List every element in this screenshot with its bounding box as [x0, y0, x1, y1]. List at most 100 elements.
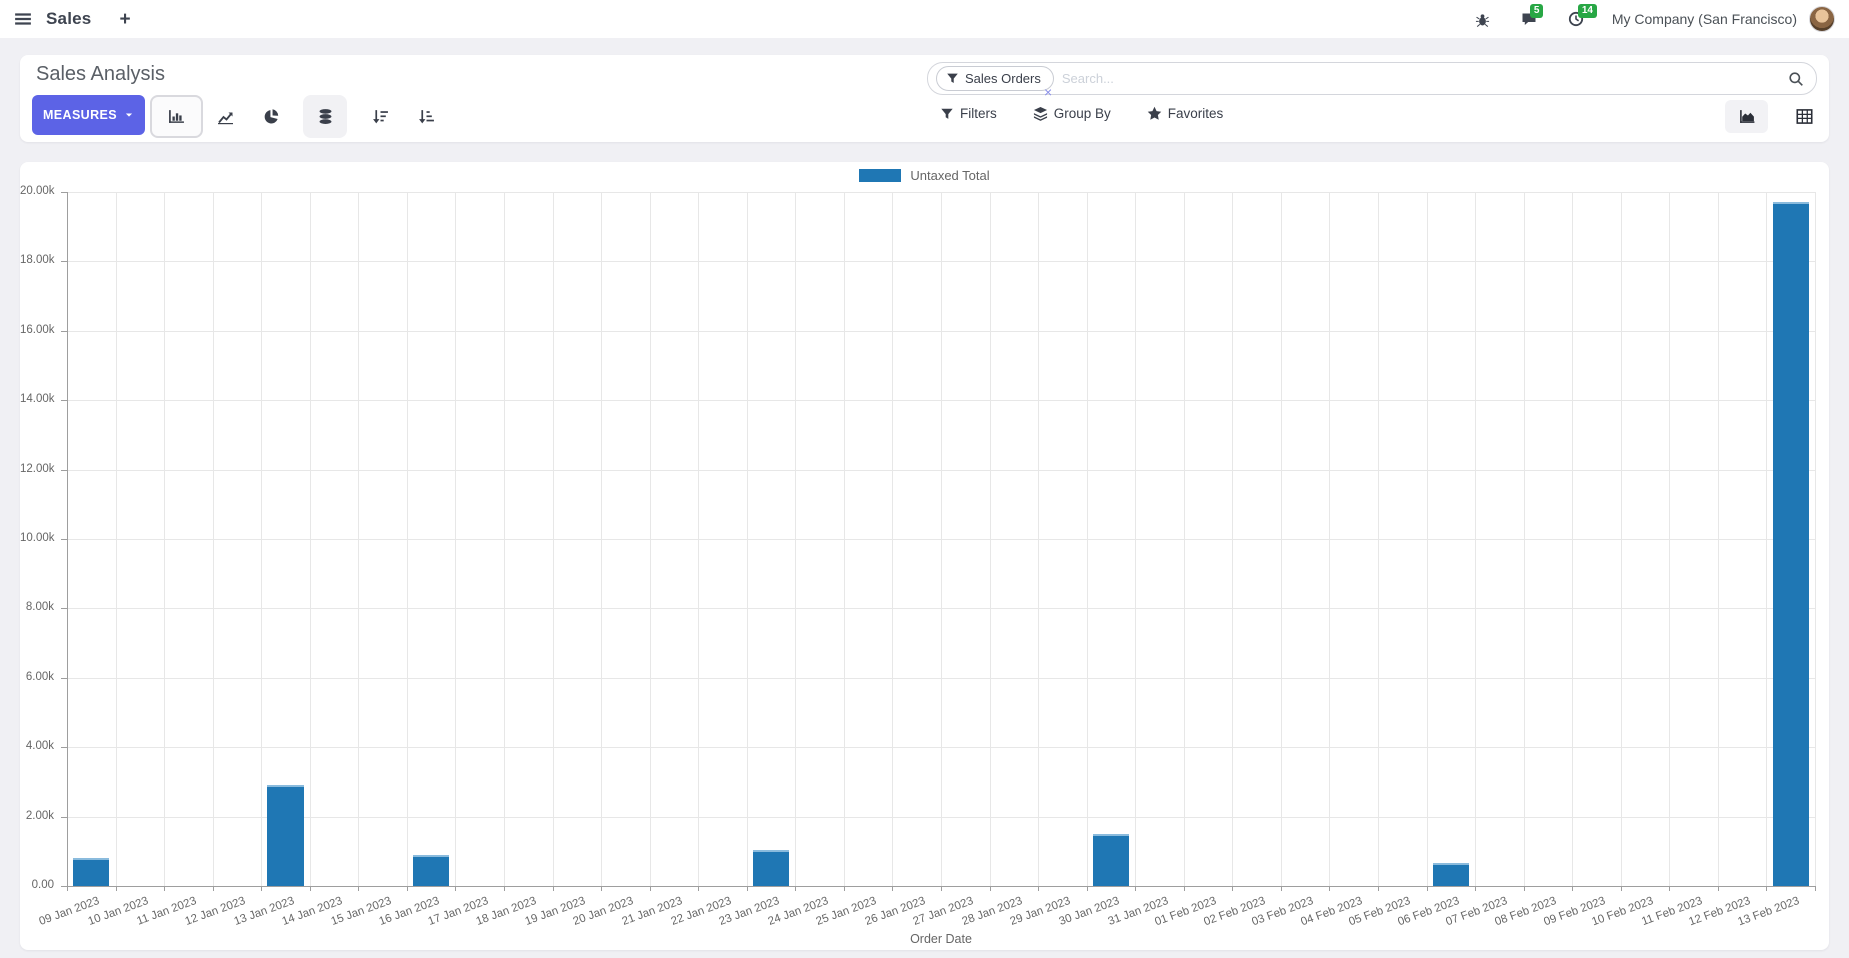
- v-gridline: [892, 192, 894, 886]
- favorites-label: Favorites: [1167, 106, 1224, 121]
- v-gridline: [406, 192, 408, 886]
- x-tick-mark: [504, 886, 505, 891]
- pivot-icon: [1795, 109, 1813, 124]
- bar-chart-button[interactable]: [150, 95, 203, 138]
- y-tick-label: 20.00k: [20, 185, 55, 197]
- messages-icon-wrap[interactable]: 5: [1520, 4, 1544, 27]
- x-tick-mark: [406, 886, 408, 891]
- x-tick-mark: [1329, 886, 1331, 891]
- app-menu-sales[interactable]: Sales: [46, 9, 92, 28]
- activities-badge: 14: [1577, 4, 1597, 18]
- v-gridline: [1426, 192, 1428, 886]
- v-gridline: [115, 192, 117, 886]
- search-facet-sales-orders[interactable]: Sales Orders: [936, 66, 1054, 91]
- v-gridline: [601, 192, 603, 886]
- x-tick-mark: [1717, 886, 1719, 891]
- y-tick-mark: [61, 330, 67, 332]
- v-gridline: [504, 192, 505, 886]
- x-tick-mark: [698, 886, 700, 891]
- menu-icon[interactable]: [14, 10, 32, 28]
- pivot-view-button[interactable]: [1786, 100, 1822, 133]
- search-input[interactable]: [1061, 71, 1788, 86]
- y-tick-label: 0.00: [31, 879, 54, 891]
- stacked-toggle-button[interactable]: [303, 95, 347, 138]
- x-tick-mark: [1135, 886, 1137, 891]
- group-by-button[interactable]: Group By: [1033, 106, 1111, 121]
- bar-30-jan-2023[interactable]: [1092, 833, 1130, 886]
- x-tick-mark: [1669, 886, 1671, 891]
- clock-icon: [1568, 11, 1583, 27]
- pie-chart-button[interactable]: [256, 95, 286, 138]
- line-chart-button[interactable]: [211, 95, 241, 138]
- page-title: Sales Analysis: [36, 63, 165, 85]
- y-tick-label: 14.00k: [20, 393, 55, 406]
- sort-asc-button[interactable]: [411, 95, 441, 138]
- y-tick-label: 4.00k: [25, 740, 54, 753]
- y-tick-mark: [61, 816, 67, 818]
- bar-13-feb-2023[interactable]: [1772, 202, 1809, 886]
- x-tick-mark: [261, 886, 263, 891]
- x-tick-mark: [601, 886, 603, 891]
- company-switcher[interactable]: My Company (San Francisco): [1611, 11, 1797, 27]
- graph-view-button[interactable]: [1725, 100, 1768, 133]
- legend-label: Untaxed Total: [910, 168, 990, 183]
- legend-swatch: [859, 169, 902, 182]
- y-tick-label: 12.00k: [20, 462, 55, 475]
- bar-09-jan-2023[interactable]: [73, 858, 110, 886]
- avatar[interactable]: [1809, 6, 1835, 32]
- x-tick-mark: [115, 886, 117, 891]
- x-tick-mark: [1183, 886, 1185, 891]
- sort-asc-icon: [418, 110, 434, 124]
- v-gridline: [1766, 192, 1768, 886]
- search-bar[interactable]: Sales Orders: [927, 62, 1817, 95]
- v-gridline: [1572, 192, 1574, 886]
- activities-icon-wrap[interactable]: 14: [1568, 4, 1597, 27]
- v-gridline: [455, 192, 457, 886]
- x-tick-mark: [1815, 886, 1816, 891]
- y-tick-mark: [61, 886, 67, 887]
- v-gridline: [552, 192, 554, 886]
- sort-desc-icon: [372, 110, 388, 124]
- bar-23-jan-2023[interactable]: [752, 849, 790, 886]
- bar-13-jan-2023[interactable]: [267, 785, 304, 886]
- filter-icon: [941, 108, 953, 119]
- v-gridline: [1232, 192, 1234, 886]
- search-facet-label: Sales Orders: [965, 71, 1041, 86]
- facet-remove-icon[interactable]: ×: [1044, 84, 1053, 100]
- line-chart-icon: [218, 112, 233, 124]
- star-icon: [1147, 106, 1162, 120]
- group-by-label: Group By: [1053, 106, 1111, 121]
- measures-button[interactable]: MEASURES: [32, 95, 145, 135]
- x-tick-mark: [649, 886, 651, 891]
- search-icon[interactable]: [1788, 71, 1804, 87]
- v-gridline: [1183, 192, 1185, 886]
- bar-16-jan-2023[interactable]: [412, 854, 450, 886]
- v-gridline: [941, 192, 942, 886]
- v-gridline: [1086, 192, 1088, 886]
- v-gridline: [164, 192, 166, 886]
- x-tick-mark: [1086, 886, 1088, 891]
- sort-desc-button[interactable]: [365, 95, 395, 138]
- v-gridline: [1378, 192, 1379, 886]
- v-gridline: [1717, 192, 1719, 886]
- x-tick-mark: [843, 886, 845, 891]
- bug-icon[interactable]: [1475, 12, 1490, 27]
- x-tick-mark: [941, 886, 942, 891]
- x-tick-mark: [1572, 886, 1574, 891]
- plus-icon[interactable]: +: [119, 8, 131, 30]
- x-tick-mark: [1426, 886, 1428, 891]
- favorites-button[interactable]: Favorites: [1147, 106, 1224, 121]
- stacked-icon: [319, 109, 331, 124]
- chart-legend[interactable]: Untaxed Total: [20, 168, 1829, 183]
- x-tick-mark: [1766, 886, 1768, 891]
- y-tick-label: 10.00k: [20, 532, 55, 544]
- v-gridline: [843, 192, 845, 886]
- x-tick-mark: [892, 886, 894, 891]
- x-tick-mark: [164, 886, 166, 891]
- x-tick-mark: [795, 886, 797, 891]
- filters-button[interactable]: Filters: [940, 106, 997, 121]
- layers-icon: [1033, 106, 1047, 121]
- v-gridline: [649, 192, 651, 886]
- bar-06-feb-2023[interactable]: [1432, 863, 1470, 886]
